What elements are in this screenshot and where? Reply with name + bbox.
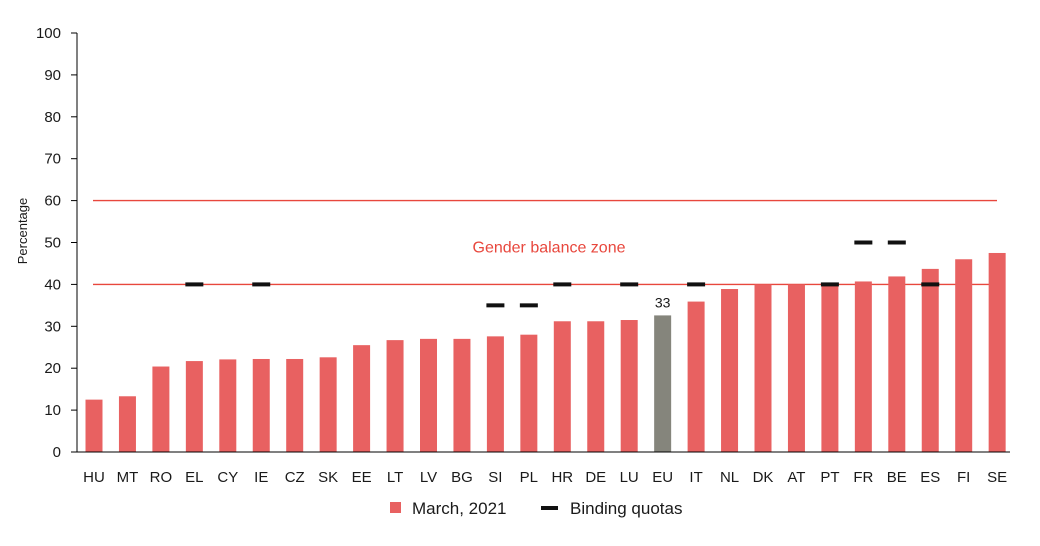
quota-marker-ie bbox=[252, 282, 271, 287]
x-tick-label-hr: HR bbox=[551, 469, 573, 486]
x-tick-label-cz: CZ bbox=[285, 469, 305, 486]
y-tick-label: 10 bbox=[44, 402, 61, 419]
bar-se bbox=[988, 252, 1006, 452]
quota-markers bbox=[185, 240, 940, 308]
x-tick-label-ie: IE bbox=[254, 469, 268, 486]
bar-si bbox=[486, 336, 504, 452]
y-tick-label: 50 bbox=[44, 235, 61, 252]
bar-bg bbox=[453, 338, 471, 452]
reference-lines bbox=[93, 199, 997, 286]
bar-fr bbox=[854, 281, 872, 452]
x-tick-label-it: IT bbox=[689, 469, 702, 486]
quota-marker-lu bbox=[620, 282, 639, 287]
legend-swatch-march-2021 bbox=[390, 502, 401, 513]
x-tick-label-at: AT bbox=[787, 469, 805, 486]
bar-pt bbox=[821, 283, 839, 452]
bar-lv bbox=[420, 338, 437, 452]
y-axis-title: Percentage bbox=[15, 198, 30, 265]
y-tick-label: 0 bbox=[53, 444, 61, 461]
bar-hu bbox=[85, 399, 103, 452]
x-tick-label-pt: PT bbox=[820, 469, 839, 486]
bar-hr bbox=[553, 321, 571, 452]
y-tick-label: 100 bbox=[36, 25, 61, 42]
x-tick-label-lv: LV bbox=[420, 469, 437, 486]
x-tick-label-cy: CY bbox=[217, 469, 238, 486]
bar-it bbox=[687, 301, 705, 452]
bar-ro bbox=[152, 366, 170, 452]
bar-ee bbox=[353, 345, 371, 452]
y-tick-label: 40 bbox=[44, 276, 61, 293]
x-tick-label-dk: DK bbox=[753, 469, 774, 486]
bar-mt bbox=[118, 396, 136, 452]
x-tick-label-fi: FI bbox=[957, 469, 970, 486]
bar-de bbox=[587, 321, 605, 452]
bar-dk bbox=[754, 284, 772, 452]
quota-marker-it bbox=[687, 282, 706, 287]
quota-marker-fr bbox=[854, 240, 873, 245]
quota-marker-pl bbox=[519, 303, 538, 308]
bar-es bbox=[921, 268, 939, 452]
x-axis: HU MT RO EL CY IE CZ SK EE LT LV BG SI PL HR DE LU EU IT NL… bbox=[77, 451, 1010, 486]
bar-lu bbox=[620, 320, 638, 452]
y-axis: 0 10 20 30 40 50 60 70 80 90 100 bbox=[36, 25, 78, 461]
x-tick-label-pl: PL bbox=[520, 469, 538, 486]
x-tick-label-mt: MT bbox=[117, 469, 139, 486]
x-tick-label-lt: LT bbox=[387, 469, 403, 486]
y-tick-label: 60 bbox=[44, 193, 61, 210]
x-tick-label-es: ES bbox=[920, 469, 940, 486]
gender-balance-zone-label: Gender balance zone bbox=[473, 240, 626, 257]
bar-ie bbox=[252, 358, 270, 452]
x-tick-label-si: SI bbox=[488, 469, 502, 486]
x-tick-label-el: EL bbox=[185, 469, 203, 486]
bar-sk bbox=[319, 357, 337, 452]
quota-marker-es bbox=[921, 282, 940, 287]
x-tick-label-sk: SK bbox=[318, 469, 338, 486]
bar-lt bbox=[386, 340, 404, 452]
legend-label-binding-quotas: Binding quotas bbox=[570, 499, 682, 518]
bar-at bbox=[787, 284, 805, 452]
x-tick-label-bg: BG bbox=[451, 469, 473, 486]
x-tick-label-hu: HU bbox=[83, 469, 105, 486]
x-tick-label-nl: NL bbox=[720, 469, 739, 486]
bar-cz bbox=[286, 358, 304, 452]
bars: 33 bbox=[85, 252, 1006, 452]
x-tick-label-ro: RO bbox=[150, 469, 173, 486]
quota-marker-hr bbox=[553, 282, 572, 287]
x-tick-label-se: SE bbox=[987, 469, 1007, 486]
x-tick-label-eu: EU bbox=[652, 469, 673, 486]
x-tick-label-lu: LU bbox=[620, 469, 639, 486]
x-tick-label-be: BE bbox=[887, 469, 907, 486]
bar-nl bbox=[721, 289, 739, 452]
data-label-eu: 33 bbox=[655, 294, 671, 310]
x-tick-label-fr: FR bbox=[853, 469, 873, 486]
bar-cy bbox=[219, 359, 237, 452]
bar-fi bbox=[955, 259, 973, 452]
bar-eu bbox=[654, 315, 672, 452]
bar-el bbox=[185, 361, 203, 452]
legend-label-march-2021: March, 2021 bbox=[412, 499, 507, 518]
quota-marker-si bbox=[486, 303, 505, 308]
legend: March, 2021 Binding quotas bbox=[390, 499, 682, 518]
quota-marker-pt bbox=[820, 282, 839, 287]
quota-marker-el bbox=[185, 282, 204, 287]
y-tick-label: 70 bbox=[44, 151, 61, 168]
x-tick-label-de: DE bbox=[585, 469, 606, 486]
bar-pl bbox=[520, 334, 538, 452]
quota-marker-be bbox=[887, 240, 906, 245]
y-tick-label: 20 bbox=[44, 360, 61, 377]
legend-swatch-binding-quotas bbox=[541, 506, 558, 510]
y-tick-label: 30 bbox=[44, 318, 61, 335]
x-tick-label-ee: EE bbox=[352, 469, 372, 486]
bar-be bbox=[888, 276, 906, 452]
y-tick-label: 80 bbox=[44, 109, 61, 126]
y-tick-label: 90 bbox=[44, 67, 61, 84]
